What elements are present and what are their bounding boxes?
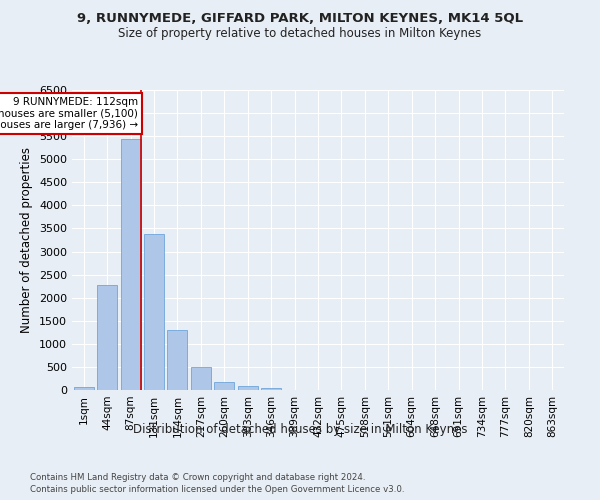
Text: Distribution of detached houses by size in Milton Keynes: Distribution of detached houses by size … — [133, 422, 467, 436]
Bar — [191, 368, 211, 390]
Bar — [261, 388, 281, 390]
Bar — [214, 382, 234, 390]
Y-axis label: Number of detached properties: Number of detached properties — [20, 147, 34, 333]
Text: Contains HM Land Registry data © Crown copyright and database right 2024.: Contains HM Land Registry data © Crown c… — [30, 472, 365, 482]
Text: Contains public sector information licensed under the Open Government Licence v3: Contains public sector information licen… — [30, 485, 404, 494]
Bar — [121, 140, 140, 390]
Bar — [238, 386, 257, 390]
Bar — [97, 285, 117, 390]
Text: 9, RUNNYMEDE, GIFFARD PARK, MILTON KEYNES, MK14 5QL: 9, RUNNYMEDE, GIFFARD PARK, MILTON KEYNE… — [77, 12, 523, 26]
Text: 9 RUNNYMEDE: 112sqm
← 39% of detached houses are smaller (5,100)
61% of semi-det: 9 RUNNYMEDE: 112sqm ← 39% of detached ho… — [0, 97, 138, 130]
Bar — [167, 330, 187, 390]
Bar — [144, 234, 164, 390]
Text: Size of property relative to detached houses in Milton Keynes: Size of property relative to detached ho… — [118, 28, 482, 40]
Bar — [74, 387, 94, 390]
